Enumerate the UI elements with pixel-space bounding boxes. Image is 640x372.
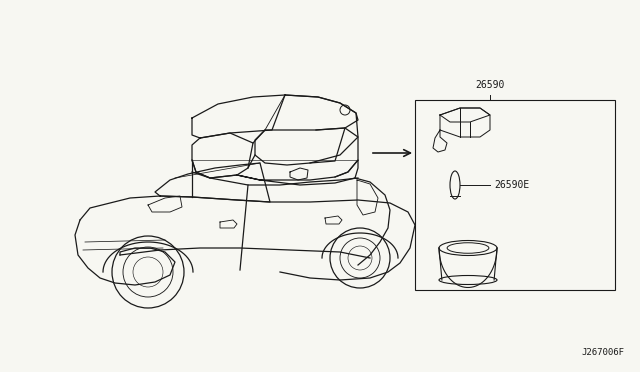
Text: 26590E: 26590E [494, 180, 529, 190]
Text: 26590: 26590 [476, 80, 505, 90]
Text: J267006F: J267006F [581, 348, 624, 357]
Bar [415, 100, 615, 290]
